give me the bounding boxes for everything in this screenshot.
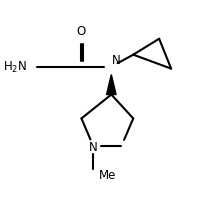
Polygon shape xyxy=(106,75,116,95)
Text: Me: Me xyxy=(98,168,115,181)
Text: O: O xyxy=(76,25,86,37)
Text: H$_2$N: H$_2$N xyxy=(4,60,27,75)
Text: N: N xyxy=(89,140,97,153)
Text: N: N xyxy=(112,53,121,66)
